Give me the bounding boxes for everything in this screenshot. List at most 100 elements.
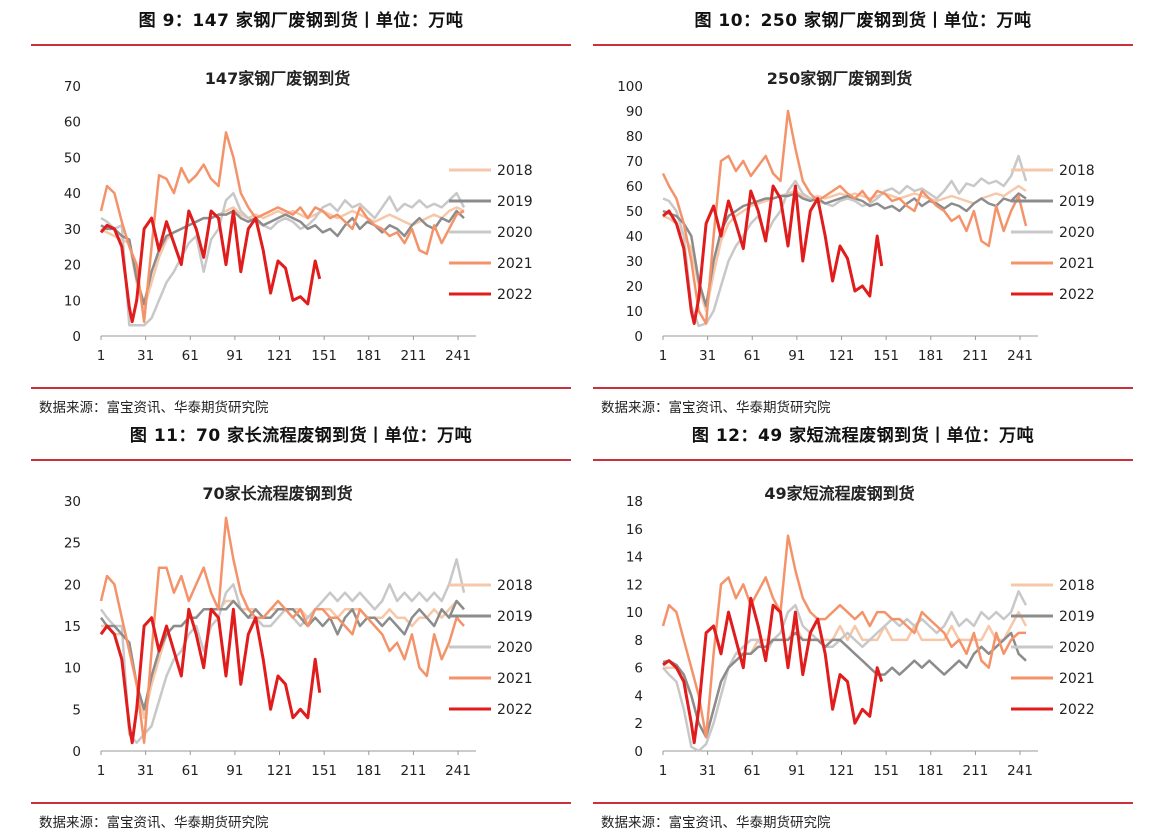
figure-panel-12: 图 12：49 家短流程废钢到货丨单位：万吨 49家短流程废钢到货 0 2 4 6 8 10… <box>593 415 1133 831</box>
legend-label-2018: 2018 <box>497 163 533 179</box>
x-tick-label: 91 <box>788 348 805 364</box>
legend-label-2020: 2020 <box>497 640 533 656</box>
y-tick-label: 6 <box>634 661 643 677</box>
legend-label-2020: 2020 <box>497 225 533 241</box>
x-tick-label: 181 <box>356 763 382 779</box>
y-tick-label: 18 <box>626 494 643 510</box>
legend-label-2019: 2019 <box>497 194 533 210</box>
x-tick-label: 31 <box>137 763 154 779</box>
figure-title: 图 9：147 家钢厂废钢到货丨单位：万吨 <box>138 11 464 31</box>
x-tick-label: 31 <box>137 348 154 364</box>
y-tick-label: 80 <box>626 129 643 145</box>
series-line-2018 <box>100 206 465 309</box>
x-tick-label: 241 <box>1007 348 1033 364</box>
y-tick-label: 10 <box>64 293 81 309</box>
y-tick-label: 0 <box>634 744 643 760</box>
y-tick-label: 16 <box>626 522 643 538</box>
series-line-2020 <box>662 154 1028 328</box>
legend-label-2022: 2022 <box>497 702 533 718</box>
series-line-2022 <box>99 607 322 745</box>
y-tick-label: 0 <box>72 329 81 345</box>
series-line-2022 <box>99 209 322 324</box>
series-line-2021 <box>661 534 1026 739</box>
source-note: 数据来源：富宝资讯、华泰期货研究院 <box>39 815 269 831</box>
series-line-2018 <box>663 610 1028 739</box>
x-tick-label: 151 <box>873 763 899 779</box>
x-tick-label: 61 <box>744 763 761 779</box>
x-tick-label: 91 <box>226 763 243 779</box>
x-tick-label: 181 <box>356 348 382 364</box>
y-tick-label: 2 <box>634 716 643 732</box>
bottom-rule <box>31 802 571 804</box>
series-line-2020 <box>99 558 466 744</box>
y-tick-label: 20 <box>626 279 643 295</box>
legend-label-2022: 2022 <box>1059 287 1095 303</box>
source-note: 数据来源：富宝资讯、华泰期货研究院 <box>39 400 269 416</box>
legend-label-2021: 2021 <box>1059 256 1095 272</box>
x-tick-label: 121 <box>267 763 293 779</box>
y-tick-label: 10 <box>626 605 643 621</box>
source-note: 数据来源：富宝资讯、华泰期货研究院 <box>601 400 831 416</box>
x-tick-label: 121 <box>267 348 293 364</box>
y-tick-label: 60 <box>64 115 81 131</box>
x-tick-label: 121 <box>829 763 855 779</box>
y-tick-label: 50 <box>64 150 81 166</box>
x-tick-label: 1 <box>659 763 668 779</box>
series-line-2020 <box>100 191 466 327</box>
chart-title: 70家长流程废钢到货 <box>202 484 352 503</box>
series-line-2022 <box>662 596 884 745</box>
series-line-2021 <box>99 516 465 744</box>
figure-title: 图 10：250 家钢厂废钢到货丨单位：万吨 <box>694 11 1032 31</box>
y-tick-label: 14 <box>626 550 643 566</box>
y-tick-label: 70 <box>626 154 643 170</box>
source-note: 数据来源：富宝资讯、华泰期货研究院 <box>601 815 831 831</box>
chart-70-long-process: 70家长流程废钢到货 0 5 10 15 20 25 30 1 31 61 91 121 151 181 21… <box>64 484 533 779</box>
series-line-2019 <box>662 192 1027 308</box>
x-tick-label: 1 <box>659 348 668 364</box>
top-rule <box>31 459 571 461</box>
top-rule <box>31 44 571 46</box>
x-tick-label: 1 <box>97 763 106 779</box>
series-line-2018 <box>662 184 1027 313</box>
figure-panel-10: 图 10：250 家钢厂废钢到货丨单位：万吨 250家钢厂废钢到货 0 10 20 30… <box>593 0 1133 416</box>
x-tick-label: 1 <box>97 348 106 364</box>
legend-label-2022: 2022 <box>1059 702 1095 718</box>
x-tick-label: 241 <box>445 763 471 779</box>
bottom-rule <box>593 387 1133 389</box>
x-tick-label: 211 <box>401 763 427 779</box>
legend-label-2019: 2019 <box>1059 609 1095 625</box>
legend-label-2021: 2021 <box>497 256 533 272</box>
series-line-2021 <box>99 131 465 323</box>
y-tick-label: 40 <box>64 186 81 202</box>
y-tick-label: 0 <box>72 744 81 760</box>
y-tick-label: 20 <box>64 258 81 274</box>
y-tick-label: 20 <box>64 577 81 593</box>
chart-title: 147家钢厂废钢到货 <box>205 69 350 88</box>
x-tick-label: 241 <box>1007 763 1033 779</box>
figure-panel-9: 图 9：147 家钢厂废钢到货丨单位：万吨 147家钢厂废钢到货 0 10 20 30 4… <box>31 0 571 416</box>
legend-label-2021: 2021 <box>497 671 533 687</box>
y-tick-label: 30 <box>64 222 81 238</box>
x-tick-label: 91 <box>788 763 805 779</box>
chart-title: 49家短流程废钢到货 <box>764 484 914 503</box>
x-tick-label: 181 <box>918 763 944 779</box>
x-tick-label: 61 <box>744 348 761 364</box>
x-tick-label: 121 <box>829 348 855 364</box>
x-tick-label: 241 <box>445 348 471 364</box>
legend-label-2021: 2021 <box>1059 671 1095 687</box>
y-tick-label: 70 <box>64 79 81 95</box>
x-tick-label: 61 <box>182 763 199 779</box>
series-line-2021 <box>661 109 1028 325</box>
x-tick-label: 211 <box>963 763 989 779</box>
y-tick-label: 10 <box>64 661 81 677</box>
chart-250-mills: 250家钢厂废钢到货 0 10 20 30 40 50 60 70 80 90 100 1 31 61 91 1… <box>617 69 1095 364</box>
figure-title: 图 11：70 家长流程废钢到货丨单位：万吨 <box>129 426 473 446</box>
y-tick-label: 30 <box>626 254 643 270</box>
x-tick-label: 91 <box>226 348 243 364</box>
x-tick-label: 31 <box>699 348 716 364</box>
chart-title: 250家钢厂废钢到货 <box>767 69 912 88</box>
y-tick-label: 15 <box>64 619 81 635</box>
y-tick-label: 30 <box>64 494 81 510</box>
legend-label-2019: 2019 <box>497 609 533 625</box>
